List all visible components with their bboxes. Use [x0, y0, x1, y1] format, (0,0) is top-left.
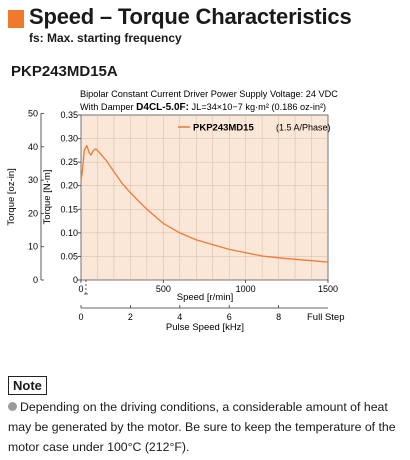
y-tick-label: 0.15	[60, 204, 78, 214]
y-axis-label-secondary: Torque [oz-in]	[6, 168, 17, 226]
speed-torque-chart: Bipolar Constant Current Driver Power Su…	[6, 89, 345, 333]
x-tick-label: 1000	[236, 284, 256, 294]
secondary-x-tick-label: 6	[227, 312, 232, 322]
note-text: Depending on the driving conditions, a c…	[8, 397, 398, 457]
full-step-label: Full Step	[307, 312, 345, 323]
legend-series-name: PKP243MD15	[193, 123, 254, 134]
secondary-y-tick-label: 0	[33, 275, 38, 285]
secondary-y-tick-label: 30	[28, 175, 38, 185]
model-name: PKP243MD15A	[11, 63, 118, 80]
secondary-y-tick-label: 40	[28, 142, 38, 152]
y-tick-label: 0.05	[60, 251, 78, 261]
y-tick-label: 0.30	[60, 134, 78, 144]
y-tick-label: 0.35	[60, 110, 78, 120]
page-title: Speed – Torque Characteristics	[29, 4, 352, 29]
conditions-line-1: Bipolar Constant Current Driver Power Su…	[80, 89, 338, 99]
y-tick-label: 0.20	[60, 181, 78, 191]
x-tick-label: 1500	[318, 284, 338, 294]
bullet-icon	[8, 402, 17, 411]
y-tick-label: 0.25	[60, 157, 78, 167]
x-tick-label: 0	[78, 284, 83, 294]
legend-series-annotation: (1.5 A/Phase)	[276, 123, 331, 133]
note-label: Note	[8, 376, 47, 395]
secondary-y-tick-label: 50	[28, 109, 38, 119]
plot-area	[80, 114, 329, 281]
secondary-y-tick-label: 20	[28, 208, 38, 218]
y-axis-label-primary: Torque [N·m]	[42, 170, 53, 225]
x-axis-label: Speed [r/min]	[177, 292, 234, 303]
page-subtitle: fs: Max. starting frequency	[29, 31, 182, 45]
secondary-x-tick-label: 2	[128, 312, 133, 322]
secondary-x-axis-label: Pulse Speed [kHz]	[166, 322, 244, 333]
secondary-y-tick-label: 10	[28, 242, 38, 252]
secondary-x-tick-label: 4	[177, 312, 182, 322]
secondary-x-tick-label: 8	[276, 312, 281, 322]
secondary-x-tick-label: 0	[78, 312, 83, 322]
series-line-pkp243md15	[80, 144, 329, 263]
y-tick-label: 0	[73, 275, 78, 285]
y-tick-label: 0.10	[60, 228, 78, 238]
note-body: Depending on the driving conditions, a c…	[8, 400, 396, 454]
x-tick-label: 500	[156, 284, 171, 294]
title-marker	[8, 10, 24, 28]
conditions-line-2: With Damper D4CL-5.0F: JL=34×10−7 kg·m² …	[80, 102, 326, 113]
